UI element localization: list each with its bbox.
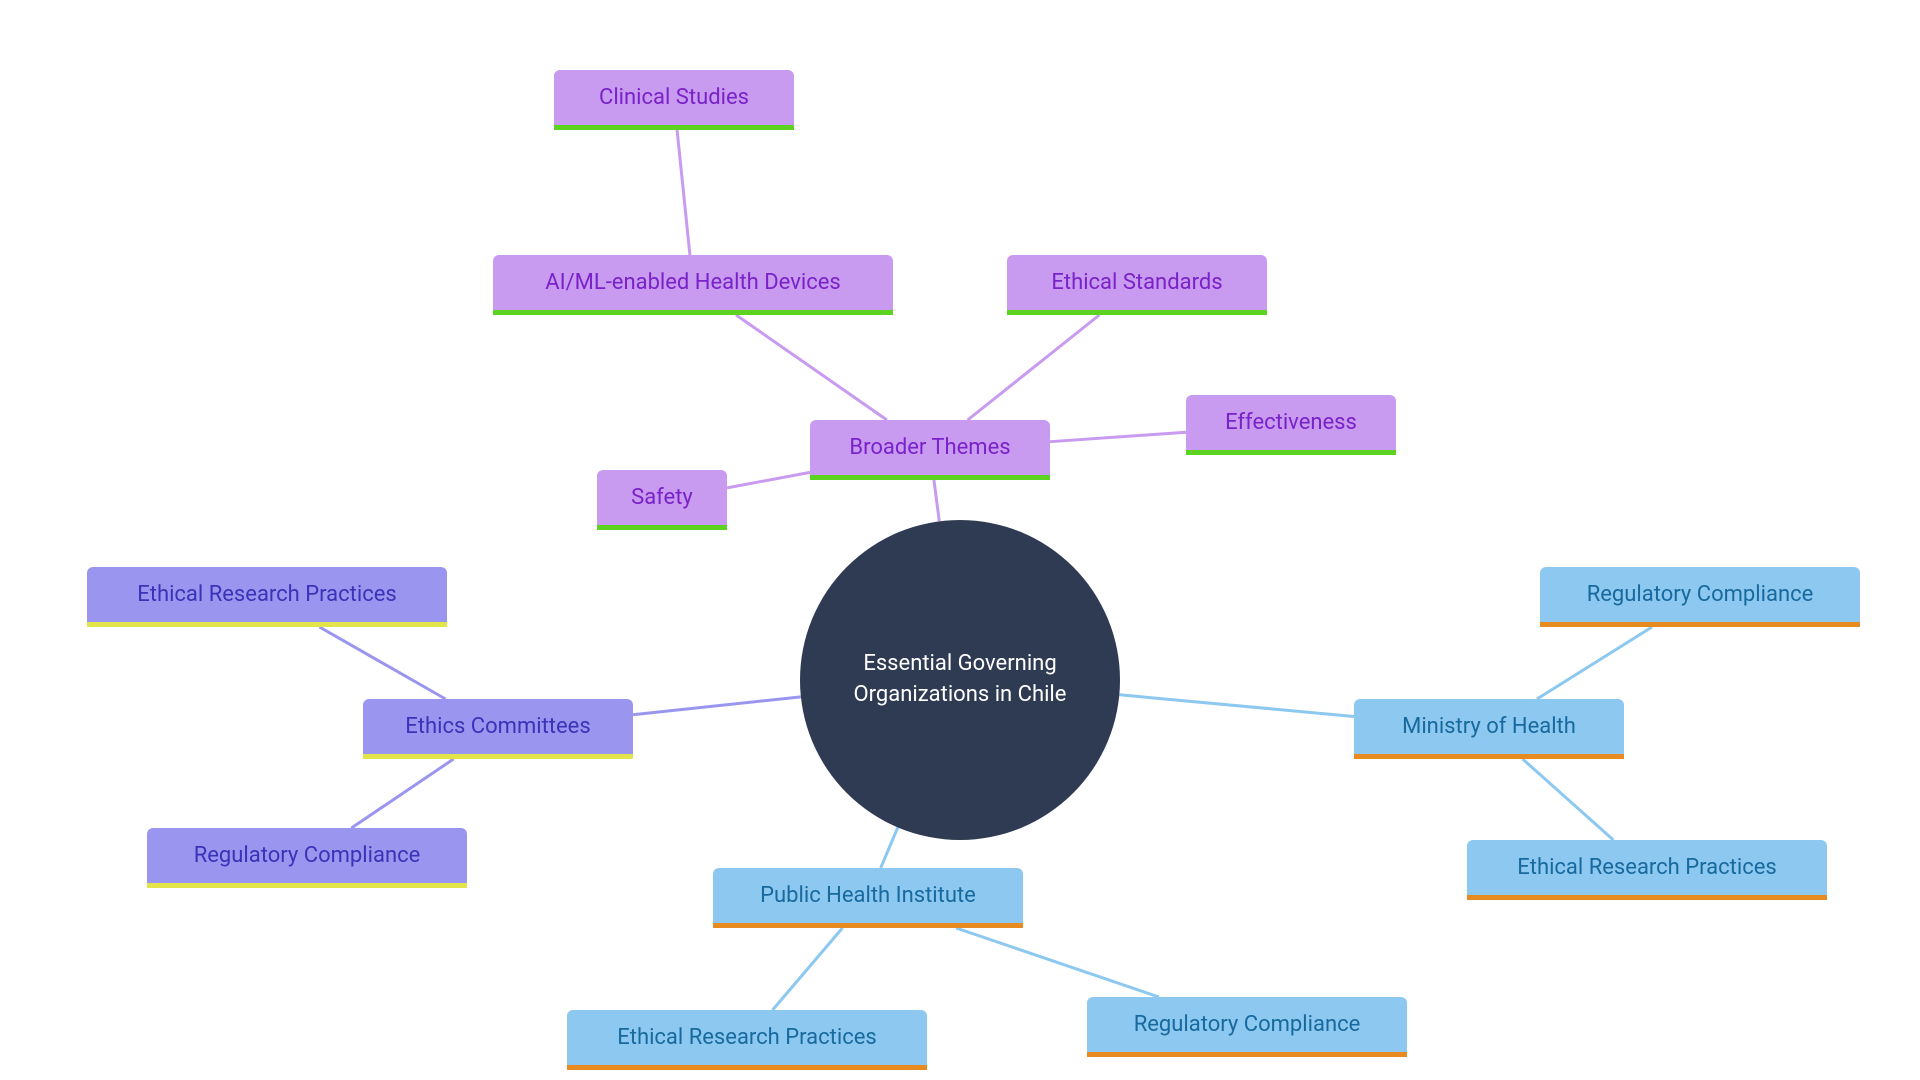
node-label: Safety bbox=[631, 485, 693, 510]
center-node: Essential GoverningOrganizations in Chil… bbox=[800, 520, 1120, 840]
node-moh-ethical: Ethical Research Practices bbox=[1467, 840, 1827, 900]
edge-ethics-committees-ec-regulatory bbox=[351, 759, 453, 828]
node-label: Public Health Institute bbox=[760, 883, 976, 908]
mindmap-stage: { "diagram": { "type": "mindmap-network"… bbox=[0, 0, 1920, 1080]
node-label: Ethical Research Practices bbox=[137, 582, 396, 607]
node-effectiveness: Effectiveness bbox=[1186, 395, 1396, 455]
node-clinical-studies: Clinical Studies bbox=[554, 70, 794, 130]
node-safety: Safety bbox=[597, 470, 727, 530]
node-phi: Public Health Institute bbox=[713, 868, 1023, 928]
node-label: Clinical Studies bbox=[599, 85, 749, 110]
node-label: Effectiveness bbox=[1225, 410, 1357, 435]
edge-broader-themes-ethical-standards bbox=[968, 315, 1100, 420]
node-moh: Ministry of Health bbox=[1354, 699, 1624, 759]
node-ec-ethical: Ethical Research Practices bbox=[87, 567, 447, 627]
node-label: Ethics Committees bbox=[405, 714, 590, 739]
edge-center-broader-themes bbox=[934, 480, 939, 521]
node-label: Ethical Research Practices bbox=[1517, 855, 1776, 880]
edge-ai-ml-clinical-studies bbox=[677, 130, 690, 255]
edge-center-moh bbox=[1119, 695, 1354, 717]
edge-broader-themes-ai-ml bbox=[736, 315, 887, 420]
edge-center-phi bbox=[881, 827, 898, 868]
node-label: Broader Themes bbox=[849, 435, 1010, 460]
node-label: Ethical Standards bbox=[1051, 270, 1222, 295]
edge-phi-phi-regulatory bbox=[956, 928, 1159, 997]
edge-ethics-committees-ec-ethical bbox=[320, 627, 446, 699]
edge-moh-moh-regulatory bbox=[1537, 627, 1652, 699]
edge-broader-themes-safety bbox=[727, 472, 810, 487]
node-label: Regulatory Compliance bbox=[194, 843, 421, 868]
node-phi-regulatory: Regulatory Compliance bbox=[1087, 997, 1407, 1057]
node-label: Ministry of Health bbox=[1402, 714, 1576, 739]
node-ethical-standards: Ethical Standards bbox=[1007, 255, 1267, 315]
node-broader-themes: Broader Themes bbox=[810, 420, 1050, 480]
node-ai-ml: AI/ML-enabled Health Devices bbox=[493, 255, 893, 315]
node-moh-regulatory: Regulatory Compliance bbox=[1540, 567, 1860, 627]
edge-phi-phi-ethical bbox=[773, 928, 843, 1010]
edge-broader-themes-effectiveness bbox=[1050, 432, 1186, 441]
node-label: Regulatory Compliance bbox=[1587, 582, 1814, 607]
node-label: Ethical Research Practices bbox=[617, 1025, 876, 1050]
node-label: AI/ML-enabled Health Devices bbox=[545, 270, 841, 295]
edge-moh-moh-ethical bbox=[1523, 759, 1614, 840]
node-phi-ethical: Ethical Research Practices bbox=[567, 1010, 927, 1070]
node-ethics-committees: Ethics Committees bbox=[363, 699, 633, 759]
node-ec-regulatory: Regulatory Compliance bbox=[147, 828, 467, 888]
edge-center-ethics-committees bbox=[633, 697, 801, 715]
center-label: Essential GoverningOrganizations in Chil… bbox=[854, 649, 1067, 711]
node-label: Regulatory Compliance bbox=[1134, 1012, 1361, 1037]
